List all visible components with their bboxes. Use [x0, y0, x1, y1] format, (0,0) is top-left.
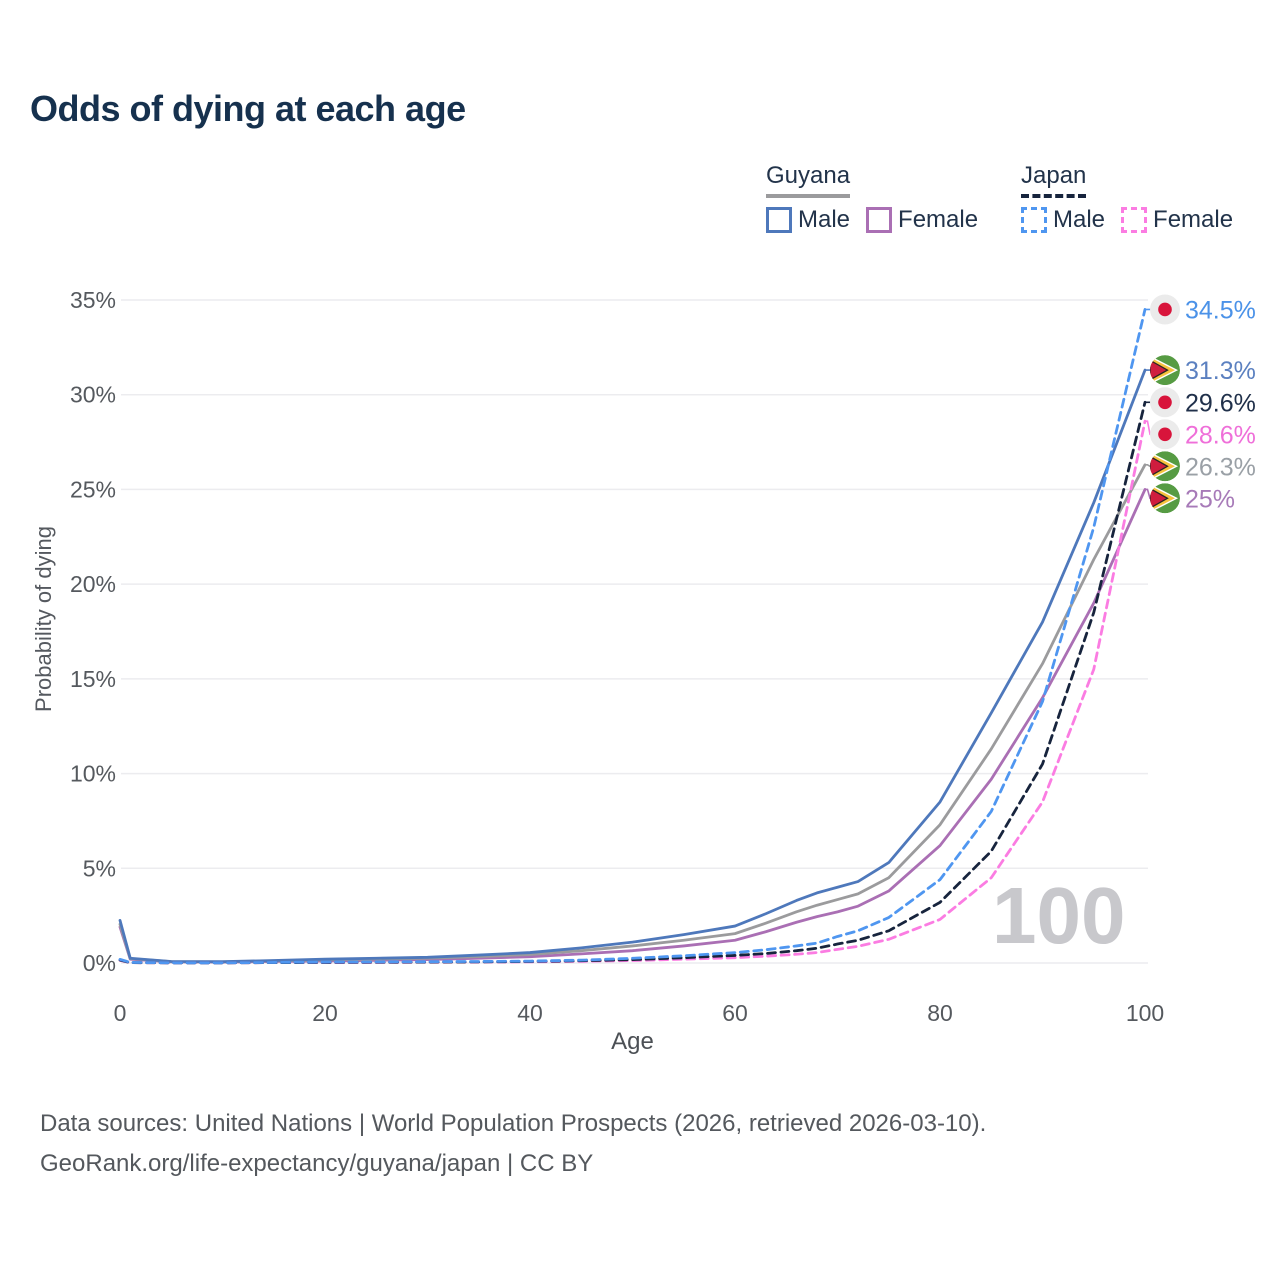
flag-japan-icon: [1150, 294, 1180, 325]
legend-swatch-guyana-female[interactable]: [866, 207, 893, 233]
footer-attribution-link[interactable]: GeoRank.org/life-expectancy/guyana/japan…: [40, 1150, 594, 1177]
legend-label-guyana-male[interactable]: Male: [798, 206, 851, 233]
y-axis-title: Probability of dying: [31, 526, 56, 712]
flag-guyana-icon: [1150, 451, 1180, 482]
flag-japan-icon: [1150, 387, 1180, 418]
x-tick-80: 80: [927, 1000, 953, 1026]
end-value-label-japan-both: 29.6%: [1185, 389, 1256, 417]
mortality-line-chart[interactable]: 0% 5% 10% 15% 20% 25% 30% 35% 0 20 40 60 80 100 Age 34.…: [0, 0, 1280, 1080]
flag-guyana-icon: [1150, 483, 1180, 514]
age-watermark: 100: [992, 871, 1126, 960]
x-tick-100: 100: [1126, 1000, 1164, 1026]
end-value-label-japan-female: 28.6%: [1185, 421, 1256, 449]
y-tick-10: 10%: [70, 761, 116, 787]
legend-group-japan: Japan Male Female: [1021, 162, 1249, 234]
y-tick-20: 20%: [70, 571, 116, 597]
x-tick-20: 20: [312, 1000, 338, 1026]
legend-group-guyana: Guyana Male Female: [766, 162, 994, 234]
end-value-label-japan-male: 34.5%: [1185, 296, 1256, 324]
flag-guyana-icon: [1150, 355, 1180, 386]
legend-country-guyana[interactable]: Guyana: [766, 162, 851, 198]
series-line-guyana-female[interactable]: [118, 488, 1147, 964]
end-value-label-guyana-both: 26.3%: [1185, 453, 1256, 481]
legend-label-guyana-female[interactable]: Female: [898, 206, 979, 233]
y-tick-25: 25%: [70, 476, 116, 502]
end-value-label-guyana-male: 31.3%: [1185, 357, 1256, 385]
legend-label-japan-female[interactable]: Female: [1153, 206, 1234, 233]
footer: Data sources: United Nations | World Pop…: [40, 1104, 986, 1184]
series-line-japan-female[interactable]: [118, 419, 1147, 965]
page-title: Odds of dying at each age: [30, 88, 466, 129]
legend-swatch-japan-male[interactable]: [1021, 207, 1047, 233]
y-tick-15: 15%: [70, 666, 116, 692]
series-line-japan-male[interactable]: [118, 308, 1147, 965]
x-tick-40: 40: [517, 1000, 543, 1026]
end-value-label-guyana-female: 25%: [1185, 485, 1235, 513]
y-tick-30: 30%: [70, 382, 116, 408]
footer-data-sources: Data sources: United Nations | World Pop…: [40, 1110, 987, 1137]
legend-label-japan-male[interactable]: Male: [1053, 206, 1106, 233]
x-tick-60: 60: [722, 1000, 748, 1026]
legend-swatch-japan-female[interactable]: [1121, 207, 1148, 233]
flag-japan-icon: [1150, 419, 1180, 450]
y-tick-5: 5%: [83, 855, 116, 881]
x-axis-title: Age: [611, 1028, 654, 1055]
series-line-guyana-male[interactable]: [118, 368, 1147, 964]
legend: Guyana Male Female Japan Male Female: [0, 162, 1280, 242]
x-tick-0: 0: [114, 1000, 127, 1026]
legend-country-japan[interactable]: Japan: [1021, 162, 1087, 198]
y-tick-35: 35%: [70, 287, 116, 313]
legend-swatch-guyana-male[interactable]: [766, 207, 792, 233]
y-tick-0: 0%: [83, 950, 116, 976]
